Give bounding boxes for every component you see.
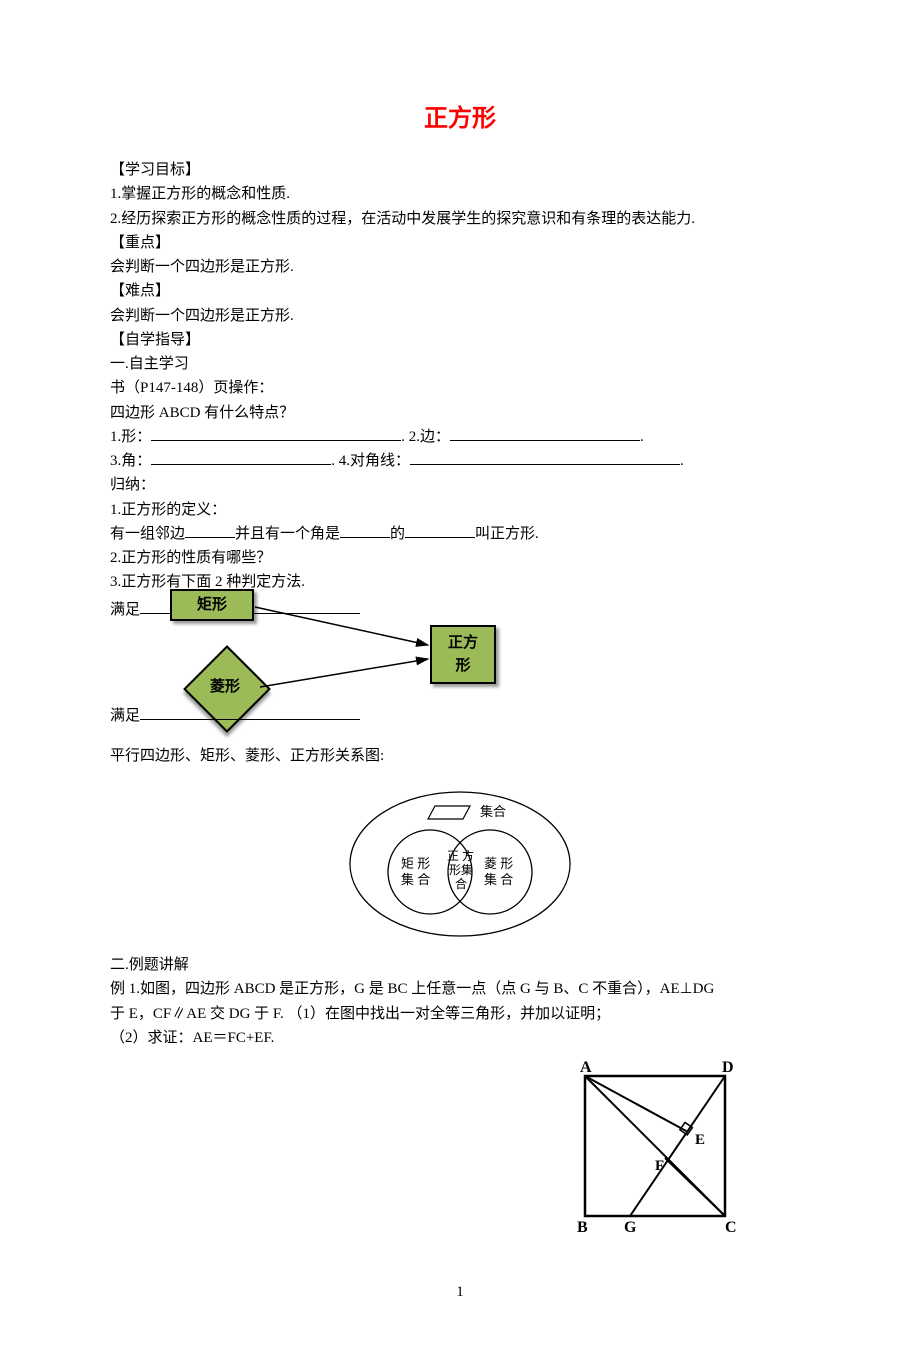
goal-1: 1.掌握正方形的概念和性质.: [110, 183, 810, 206]
def-d: 叫正方形.: [475, 526, 539, 542]
flowchart: 满足 矩形 菱形 正方 形 满足: [110, 597, 810, 737]
part2-header: 二.例题讲解: [110, 954, 810, 977]
q2-end: .: [680, 453, 684, 469]
goal-2: 2.经历探索正方形的概念性质的过程，在活动中发展学生的探究意识和有条理的表达能力…: [110, 208, 810, 231]
q1-end: .: [640, 429, 644, 445]
fill-line-1: 1.形： . 2.边：.: [110, 426, 810, 449]
flow-bot-row: 满足: [110, 705, 360, 728]
venn-center-l3: 合: [455, 876, 467, 891]
blank-edge: [450, 426, 640, 441]
blank-def-3: [405, 523, 475, 538]
lbl-B: B: [577, 1219, 588, 1236]
part1-header: 一.自主学习: [110, 353, 810, 376]
node-rectangle: 矩形: [170, 589, 254, 621]
venn-left-l1: 矩 形: [401, 856, 430, 871]
page-number: 1: [110, 1281, 810, 1304]
venn-center-l2: 形集: [449, 862, 473, 877]
difficulty-text: 会判断一个四边形是正方形.: [110, 305, 810, 328]
ex1-line1: 例 1.如图，四边形 ABCD 是正方形，G 是 BC 上任意一点（点 G 与 …: [110, 978, 810, 1001]
lbl-D: D: [722, 1059, 734, 1076]
blank-shape: [151, 426, 401, 441]
venn-center-l1: 正 方: [447, 848, 474, 863]
venn-outer-label: 集合: [480, 804, 506, 819]
venn-diagram: 集合 矩 形 集 合 菱 形 集 合 正 方 形集 合: [110, 774, 810, 952]
goals-header: 【学习目标】: [110, 159, 810, 182]
fill-line-2: 3.角： . 4.对角线：.: [110, 450, 810, 473]
blank-def-2: [340, 523, 390, 538]
def-header: 1.正方形的定义：: [110, 499, 810, 522]
lbl-G: G: [624, 1219, 637, 1236]
example-figure: A D B C G E F: [110, 1058, 810, 1246]
def-line: 有一组邻边 并且有一个角是 的 叫正方形.: [110, 523, 810, 546]
keypoint-text: 会判断一个四边形是正方形.: [110, 256, 810, 279]
node-square-label: 正方 形: [448, 631, 478, 678]
question: 四边形 ABCD 有什么特点？: [110, 402, 810, 425]
blank-diag: [410, 450, 680, 465]
example-svg: A D B C G E F: [560, 1058, 750, 1238]
book-ref: 书（P147-148）页操作：: [110, 377, 810, 400]
ex1-line2: 于 E，CF∥AE 交 DG 于 F. （1）在图中找出一对全等三角形，并加以证…: [110, 1003, 810, 1026]
venn-left-l2: 集 合: [401, 872, 430, 887]
def-a: 有一组邻边: [110, 526, 185, 542]
prop-question: 2.正方形的性质有哪些？: [110, 547, 810, 570]
venn-right-l1: 菱 形: [484, 856, 513, 871]
q1-shape-label: 1.形：: [110, 429, 151, 445]
def-c: 的: [390, 526, 405, 542]
q2-diag-label: . 4.对角线：: [331, 453, 410, 469]
flow-bot-label: 满足: [110, 708, 140, 724]
q2-angle-label: 3.角：: [110, 453, 151, 469]
lbl-E: E: [695, 1132, 705, 1148]
blank-flow-bot: [140, 705, 360, 720]
relation-header: 平行四边形、矩形、菱形、正方形关系图:: [110, 745, 810, 768]
node-square: 正方 形: [430, 625, 496, 684]
lbl-F: F: [655, 1158, 664, 1174]
difficulty-header: 【难点】: [110, 280, 810, 303]
q1-edge-label: . 2.边：: [401, 429, 450, 445]
venn-svg: 集合 矩 形 集 合 菱 形 集 合 正 方 形集 合: [330, 774, 590, 944]
blank-def-1: [185, 523, 235, 538]
def-b: 并且有一个角是: [235, 526, 340, 542]
lbl-A: A: [580, 1059, 592, 1076]
flow-top-label: 满足: [110, 602, 140, 618]
page: 正方形 【学习目标】 1.掌握正方形的概念和性质. 2.经历探索正方形的概念性质…: [0, 0, 920, 1345]
summary-label: 归纳：: [110, 474, 810, 497]
keypoint-header: 【重点】: [110, 232, 810, 255]
ex1-line3: （2）求证：AE＝FC+EF.: [110, 1027, 810, 1050]
blank-angle: [151, 450, 331, 465]
venn-right-l2: 集 合: [484, 872, 513, 887]
page-title: 正方形: [110, 100, 810, 137]
lbl-C: C: [725, 1219, 737, 1236]
selfstudy-header: 【自学指导】: [110, 329, 810, 352]
